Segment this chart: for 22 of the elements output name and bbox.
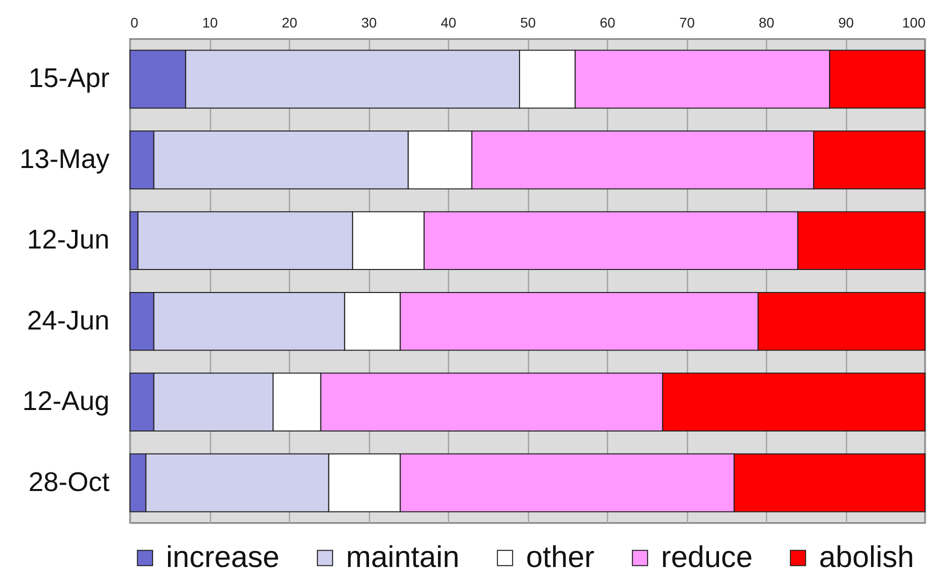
legend-label: reduce xyxy=(661,541,753,574)
legend-label: other xyxy=(526,541,594,574)
x-tick-label: 100 xyxy=(902,14,926,30)
x-tick-label: 60 xyxy=(600,14,616,30)
x-tick-label: 50 xyxy=(520,14,536,30)
x-tick-label: 30 xyxy=(361,14,377,30)
y-tick-label: 28-Oct xyxy=(28,466,110,497)
x-tick-label: 40 xyxy=(440,14,456,30)
x-tick-label: 80 xyxy=(758,14,774,30)
y-tick-label: 24-Jun xyxy=(26,305,110,336)
y-tick-label: 12-Aug xyxy=(22,386,110,416)
y-tick-label: 15-Apr xyxy=(28,63,110,94)
x-tick-label: 20 xyxy=(282,14,298,30)
legend-label: abolish xyxy=(819,541,914,574)
x-tick-label: 90 xyxy=(838,14,854,30)
x-tick-label: 0 xyxy=(130,14,138,30)
legend-label: increase xyxy=(166,541,280,574)
x-tick-label: 10 xyxy=(202,14,218,30)
x-tick-label: 70 xyxy=(679,14,695,30)
legend-label: maintain xyxy=(346,541,460,574)
y-tick-label: 12-Jun xyxy=(26,224,110,255)
y-tick-label: 13-May xyxy=(19,144,110,174)
